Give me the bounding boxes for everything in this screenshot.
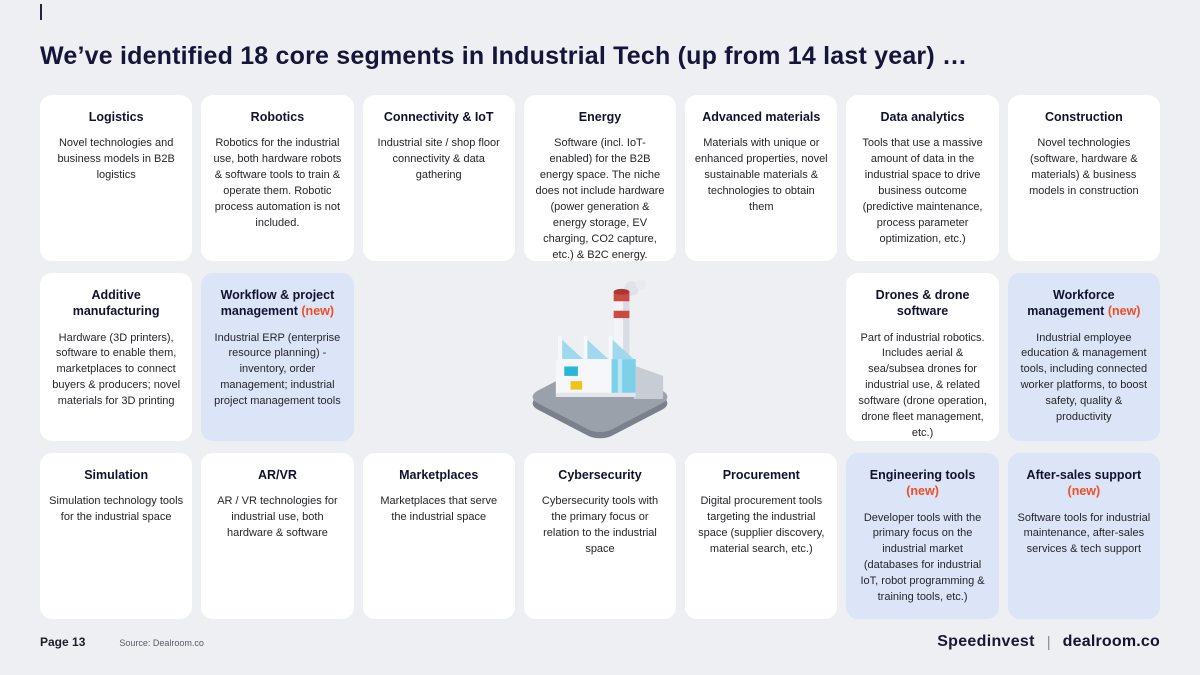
segment-card-logistics: Logistics Novel technologies and busines… (40, 95, 193, 261)
segment-card-procurement: Procurement Digital procurement tools ta… (685, 453, 838, 619)
segment-description: Hardware (3D printers), software to enab… (52, 331, 181, 408)
new-badge: (new) (1107, 304, 1141, 319)
segment-title-text: Logistics (88, 110, 144, 124)
segment-card-advanced-materials: Advanced materials Materials with unique… (685, 95, 838, 261)
segments-grid: Logistics Novel technologies and busines… (40, 95, 1160, 619)
segment-title: AR/VR (210, 467, 344, 483)
segment-title-text: Engineering tools (869, 468, 976, 482)
segment-title-text: Advanced materials (702, 110, 821, 124)
segment-description: Part of industrial robotics. Includes ae… (858, 331, 987, 440)
segment-description: Software tools for industrial maintenanc… (1017, 511, 1151, 556)
segment-description: Novel technologies and business models i… (57, 137, 175, 182)
segment-card-drones: Drones & drone software Part of industri… (846, 273, 999, 441)
segment-description: Simulation technology tools for the indu… (49, 495, 184, 524)
segment-description: Cybersecurity tools with the primary foc… (541, 495, 659, 556)
segment-card-robotics: Robotics Robotics for the industrial use… (201, 95, 354, 261)
segment-description: Marketplaces that serve the industrial s… (380, 495, 498, 524)
segment-title-text: Connectivity & IoT (383, 110, 494, 124)
segment-title: Data analytics (855, 109, 989, 125)
segment-description: AR / VR technologies for industrial use,… (217, 495, 338, 540)
segment-title: Simulation (49, 467, 183, 483)
segment-title: Drones & drone software (855, 287, 989, 320)
segment-card-additive-manufacturing: Additive manufacturing Hardware (3D prin… (40, 273, 193, 441)
segment-title: After-sales support (new) (1017, 467, 1151, 500)
segment-description: Developer tools with the primary focus o… (860, 511, 985, 604)
segment-description: Materials with unique or enhanced proper… (694, 137, 828, 213)
new-badge: (new) (1067, 484, 1101, 499)
page-title: We’ve identified 18 core segments in Ind… (40, 42, 968, 70)
segment-title-text: Simulation (84, 468, 149, 482)
segment-title-text: Workforce management (1027, 288, 1115, 319)
segment-title: Workforce management (new) (1017, 287, 1151, 320)
corner-tick-decoration (40, 4, 42, 20)
footer: Page 13 Source: Dealroom.co Speedinvest … (40, 633, 1160, 651)
segment-title: Engineering tools (new) (855, 467, 989, 500)
segment-title-text: Robotics (250, 110, 305, 124)
segment-card-ar-vr: AR/VR AR / VR technologies for industria… (201, 453, 354, 619)
segment-description: Novel technologies (software, hardware &… (1029, 137, 1139, 198)
segment-title-text: AR/VR (257, 468, 297, 482)
segment-description: Software (incl. IoT-enabled) for the B2B… (535, 137, 665, 261)
segment-description: Tools that use a massive amount of data … (862, 137, 983, 245)
factory-illustration (363, 273, 838, 441)
segment-card-data-analytics: Data analytics Tools that use a massive … (846, 95, 999, 261)
segment-title-text: Marketplaces (399, 468, 479, 482)
segment-description: Industrial employee education & manageme… (1020, 331, 1148, 424)
dealroom-logo: dealroom.co (1062, 633, 1160, 650)
segment-description: Industrial ERP (enterprise resource plan… (214, 331, 341, 408)
segment-title: Robotics (210, 109, 344, 125)
segment-description: Robotics for the industrial use, both ha… (213, 137, 342, 229)
segment-title: Workflow & project management (new) (210, 287, 344, 320)
footer-left: Page 13 Source: Dealroom.co (40, 635, 204, 649)
segment-card-cybersecurity: Cybersecurity Cybersecurity tools with t… (523, 453, 677, 619)
source-label: Source: Dealroom.co (119, 638, 204, 648)
segment-card-marketplaces: Marketplaces Marketplaces that serve the… (362, 453, 515, 619)
segment-title-text: Procurement (722, 468, 800, 482)
segment-card-construction: Construction Novel technologies (softwar… (1007, 95, 1160, 261)
segment-card-energy: Energy Software (incl. IoT-enabled) for … (523, 95, 677, 261)
segment-card-connectivity-iot: Connectivity & IoT Industrial site / sho… (362, 95, 515, 261)
segment-title: Advanced materials (694, 109, 828, 125)
new-badge: (new) (301, 304, 335, 319)
footer-brands: Speedinvest | dealroom.co (937, 633, 1160, 651)
segment-title-text: Additive manufacturing (72, 288, 160, 319)
page-number: Page 13 (40, 635, 86, 649)
segment-title: Construction (1017, 109, 1151, 125)
segment-title-text: Drones & drone software (875, 288, 970, 319)
speedinvest-logo: Speedinvest (937, 633, 1035, 650)
segment-title: Additive manufacturing (49, 287, 183, 320)
segment-card-simulation: Simulation Simulation technology tools f… (40, 453, 193, 619)
segment-title: Logistics (49, 109, 183, 125)
segment-title-text: Construction (1044, 110, 1123, 124)
segment-title: Procurement (694, 467, 828, 483)
segment-card-workflow-project-management: Workflow & project management (new) Indu… (201, 273, 354, 441)
segment-title-text: Energy (578, 110, 622, 124)
segment-title-text: Data analytics (880, 110, 965, 124)
segment-description: Industrial site / shop floor connectivit… (377, 137, 500, 182)
factory-icon (532, 279, 668, 439)
segment-card-workforce-management: Workforce management (new) Industrial em… (1007, 273, 1160, 441)
segment-title-text: Workflow & project management (220, 288, 335, 319)
segment-card-engineering-tools: Engineering tools (new) Developer tools … (846, 453, 999, 619)
new-badge: (new) (906, 484, 939, 499)
segment-title: Energy (533, 109, 667, 125)
segment-title-text: After-sales support (1026, 468, 1142, 482)
segment-title: Cybersecurity (533, 467, 667, 483)
segment-title: Connectivity & IoT (372, 109, 506, 125)
segment-title-text: Cybersecurity (558, 468, 642, 482)
segment-title: Marketplaces (372, 467, 506, 483)
segment-description: Digital procurement tools targeting the … (698, 495, 825, 556)
segment-card-after-sales-support: After-sales support (new) Software tools… (1007, 453, 1160, 619)
brand-separator: | (1046, 633, 1051, 651)
